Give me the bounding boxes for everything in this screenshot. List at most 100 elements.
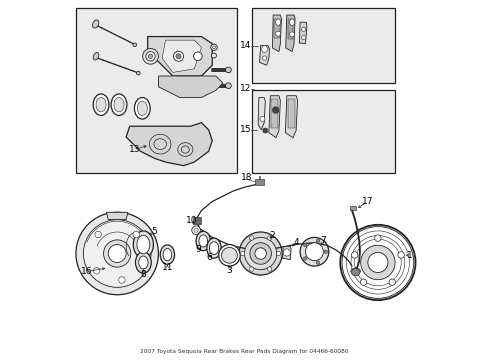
Circle shape <box>276 251 280 256</box>
Circle shape <box>249 236 253 240</box>
Polygon shape <box>147 37 212 76</box>
Circle shape <box>136 71 140 75</box>
Polygon shape <box>282 246 290 260</box>
Polygon shape <box>158 76 223 98</box>
Text: 2007 Toyota Sequoia Rear Brakes Rear Pads Diagram for 04466-60080: 2007 Toyota Sequoia Rear Brakes Rear Pad… <box>140 349 348 354</box>
Circle shape <box>83 220 151 287</box>
Text: 14: 14 <box>240 41 251 50</box>
Text: 10: 10 <box>185 216 197 225</box>
Circle shape <box>262 56 266 60</box>
Circle shape <box>211 53 216 58</box>
Circle shape <box>301 27 305 32</box>
Circle shape <box>103 240 131 267</box>
Polygon shape <box>270 99 278 128</box>
Polygon shape <box>287 99 295 128</box>
Circle shape <box>374 235 380 241</box>
Circle shape <box>303 257 306 260</box>
Circle shape <box>119 277 125 283</box>
Circle shape <box>239 232 282 275</box>
Ellipse shape <box>261 45 267 53</box>
Ellipse shape <box>275 19 280 26</box>
Circle shape <box>148 54 152 58</box>
Circle shape <box>397 252 404 258</box>
Polygon shape <box>299 22 306 44</box>
Ellipse shape <box>139 256 148 269</box>
Ellipse shape <box>114 98 124 112</box>
Text: 8: 8 <box>140 270 146 279</box>
Circle shape <box>301 36 305 40</box>
Circle shape <box>305 243 323 261</box>
Text: 17: 17 <box>362 197 373 206</box>
Text: 2: 2 <box>269 231 274 240</box>
Circle shape <box>300 237 328 266</box>
Text: 7: 7 <box>319 237 325 246</box>
Ellipse shape <box>163 248 171 261</box>
Circle shape <box>249 243 271 264</box>
Circle shape <box>194 228 198 232</box>
Circle shape <box>275 31 280 36</box>
Circle shape <box>267 236 271 240</box>
Circle shape <box>173 51 183 61</box>
Bar <box>349 206 355 211</box>
Circle shape <box>176 54 181 59</box>
Polygon shape <box>106 212 128 220</box>
Polygon shape <box>273 19 279 39</box>
Text: 15: 15 <box>239 125 251 134</box>
Ellipse shape <box>160 245 174 264</box>
Circle shape <box>225 83 231 89</box>
Circle shape <box>76 212 158 295</box>
Ellipse shape <box>289 19 294 26</box>
Bar <box>251 8 394 83</box>
Circle shape <box>324 250 327 253</box>
Ellipse shape <box>137 101 147 116</box>
Circle shape <box>388 279 395 285</box>
Polygon shape <box>126 123 212 166</box>
Ellipse shape <box>93 53 99 60</box>
Circle shape <box>133 43 136 46</box>
Polygon shape <box>259 45 269 65</box>
Ellipse shape <box>96 98 106 112</box>
Ellipse shape <box>351 269 359 276</box>
Circle shape <box>108 244 126 262</box>
Text: 11: 11 <box>162 264 173 273</box>
Ellipse shape <box>133 231 153 258</box>
Circle shape <box>145 51 155 61</box>
Circle shape <box>142 48 158 64</box>
Text: 13: 13 <box>129 145 141 154</box>
Text: 1: 1 <box>407 251 412 260</box>
Circle shape <box>283 249 290 256</box>
Ellipse shape <box>199 235 207 247</box>
Circle shape <box>360 245 394 280</box>
Circle shape <box>225 67 231 73</box>
Circle shape <box>212 46 215 49</box>
Text: 5: 5 <box>151 228 156 237</box>
Bar <box>76 8 237 173</box>
Polygon shape <box>272 15 281 51</box>
Circle shape <box>360 279 366 285</box>
Bar <box>251 90 394 173</box>
Circle shape <box>351 252 357 258</box>
Circle shape <box>340 225 415 300</box>
Ellipse shape <box>209 242 218 255</box>
Ellipse shape <box>111 94 126 116</box>
Circle shape <box>272 107 278 113</box>
Circle shape <box>341 226 413 298</box>
Text: 6: 6 <box>206 253 212 262</box>
Circle shape <box>244 237 276 270</box>
Text: 9: 9 <box>195 246 201 255</box>
Text: 4: 4 <box>293 238 299 247</box>
Ellipse shape <box>134 98 150 119</box>
Polygon shape <box>162 40 201 72</box>
Text: 18: 18 <box>240 173 251 182</box>
Circle shape <box>254 248 266 259</box>
Circle shape <box>289 32 294 37</box>
Circle shape <box>95 231 101 238</box>
Polygon shape <box>258 98 265 130</box>
Ellipse shape <box>93 94 109 116</box>
Bar <box>192 217 201 224</box>
Ellipse shape <box>206 238 221 258</box>
Circle shape <box>133 231 139 238</box>
Circle shape <box>221 247 237 263</box>
Circle shape <box>93 267 100 274</box>
Circle shape <box>139 260 145 266</box>
